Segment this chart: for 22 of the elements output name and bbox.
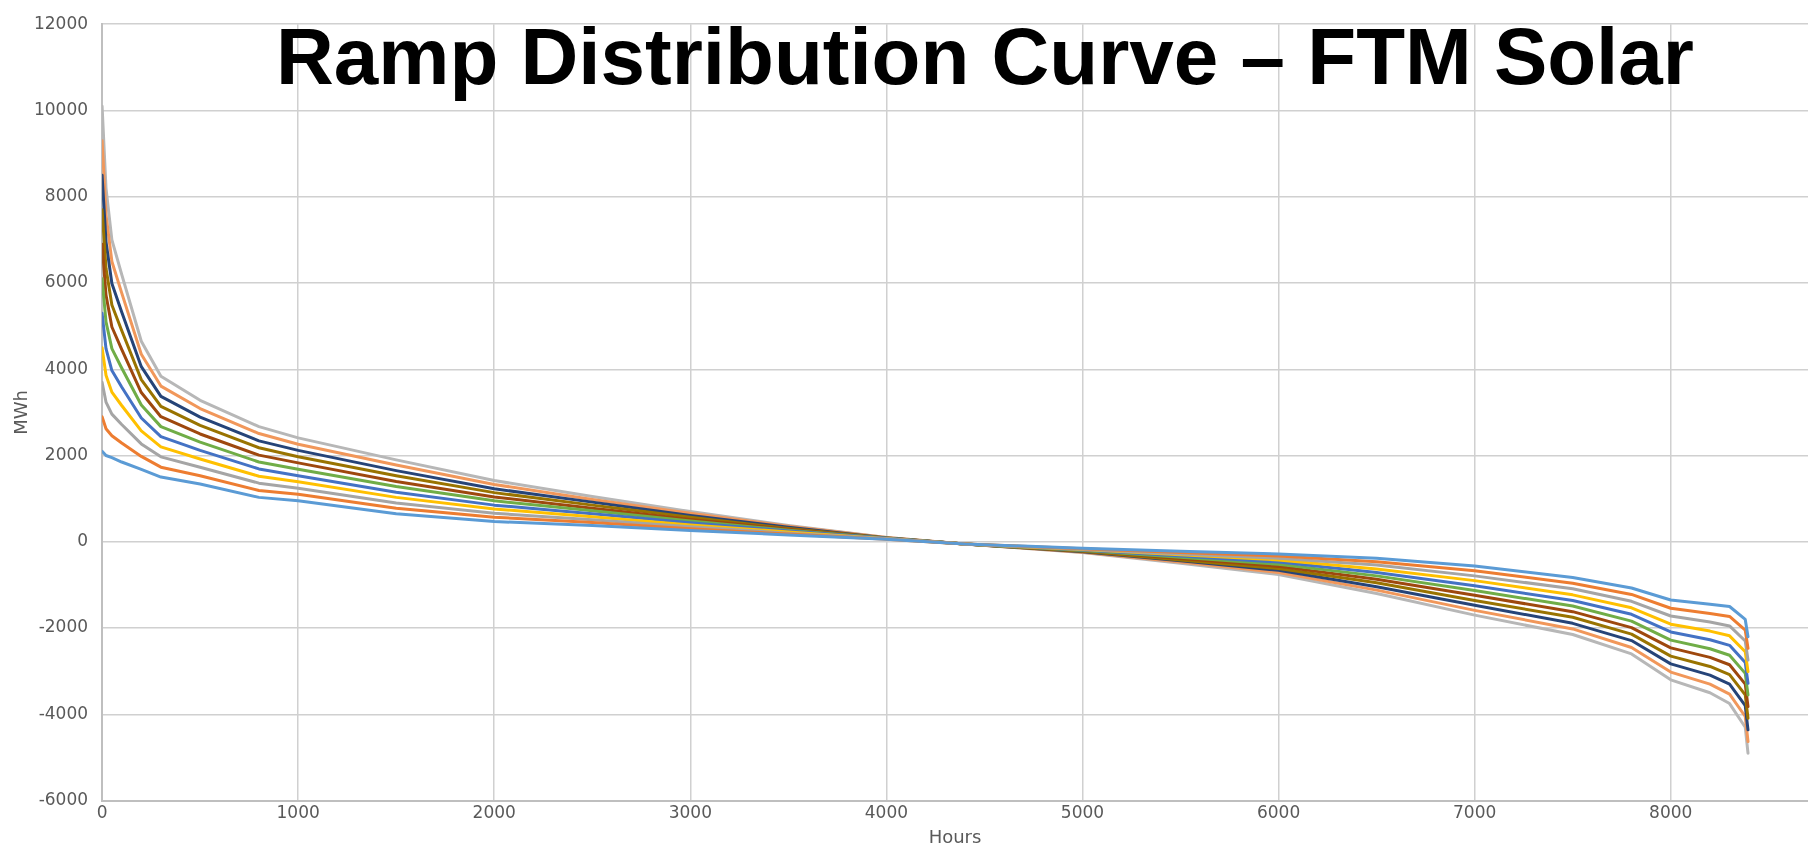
x-tick-label: 3000 [668,802,712,823]
x-tick-label: 7000 [1453,802,1497,823]
x-tick-label: 5000 [1060,802,1105,823]
x-axis-title: Hours [928,825,982,847]
y-tick-label: 2000 [44,443,89,464]
y-tick-label: 10000 [33,98,89,119]
y-axis-title: MWh [9,390,31,435]
x-tick-label: 6000 [1256,802,1301,823]
x-tick-label: 0 [96,802,108,823]
y-tick-label: 0 [77,530,89,551]
x-tick-label: 1000 [276,802,320,823]
y-tick-label: -2000 [38,616,89,637]
y-tick-label: 6000 [44,271,89,292]
x-tick-label: 8000 [1649,802,1693,823]
y-tick-label: -4000 [38,702,89,723]
chart-title: Ramp Distribution Curve – FTM Solar [276,12,1694,102]
x-tick-label: 4000 [864,802,909,823]
y-tick-label: -6000 [38,789,89,810]
y-tick-label: 8000 [44,185,89,206]
y-tick-label: 12000 [33,12,89,33]
x-tick-label: 2000 [472,802,516,823]
y-tick-label: 4000 [44,357,89,378]
